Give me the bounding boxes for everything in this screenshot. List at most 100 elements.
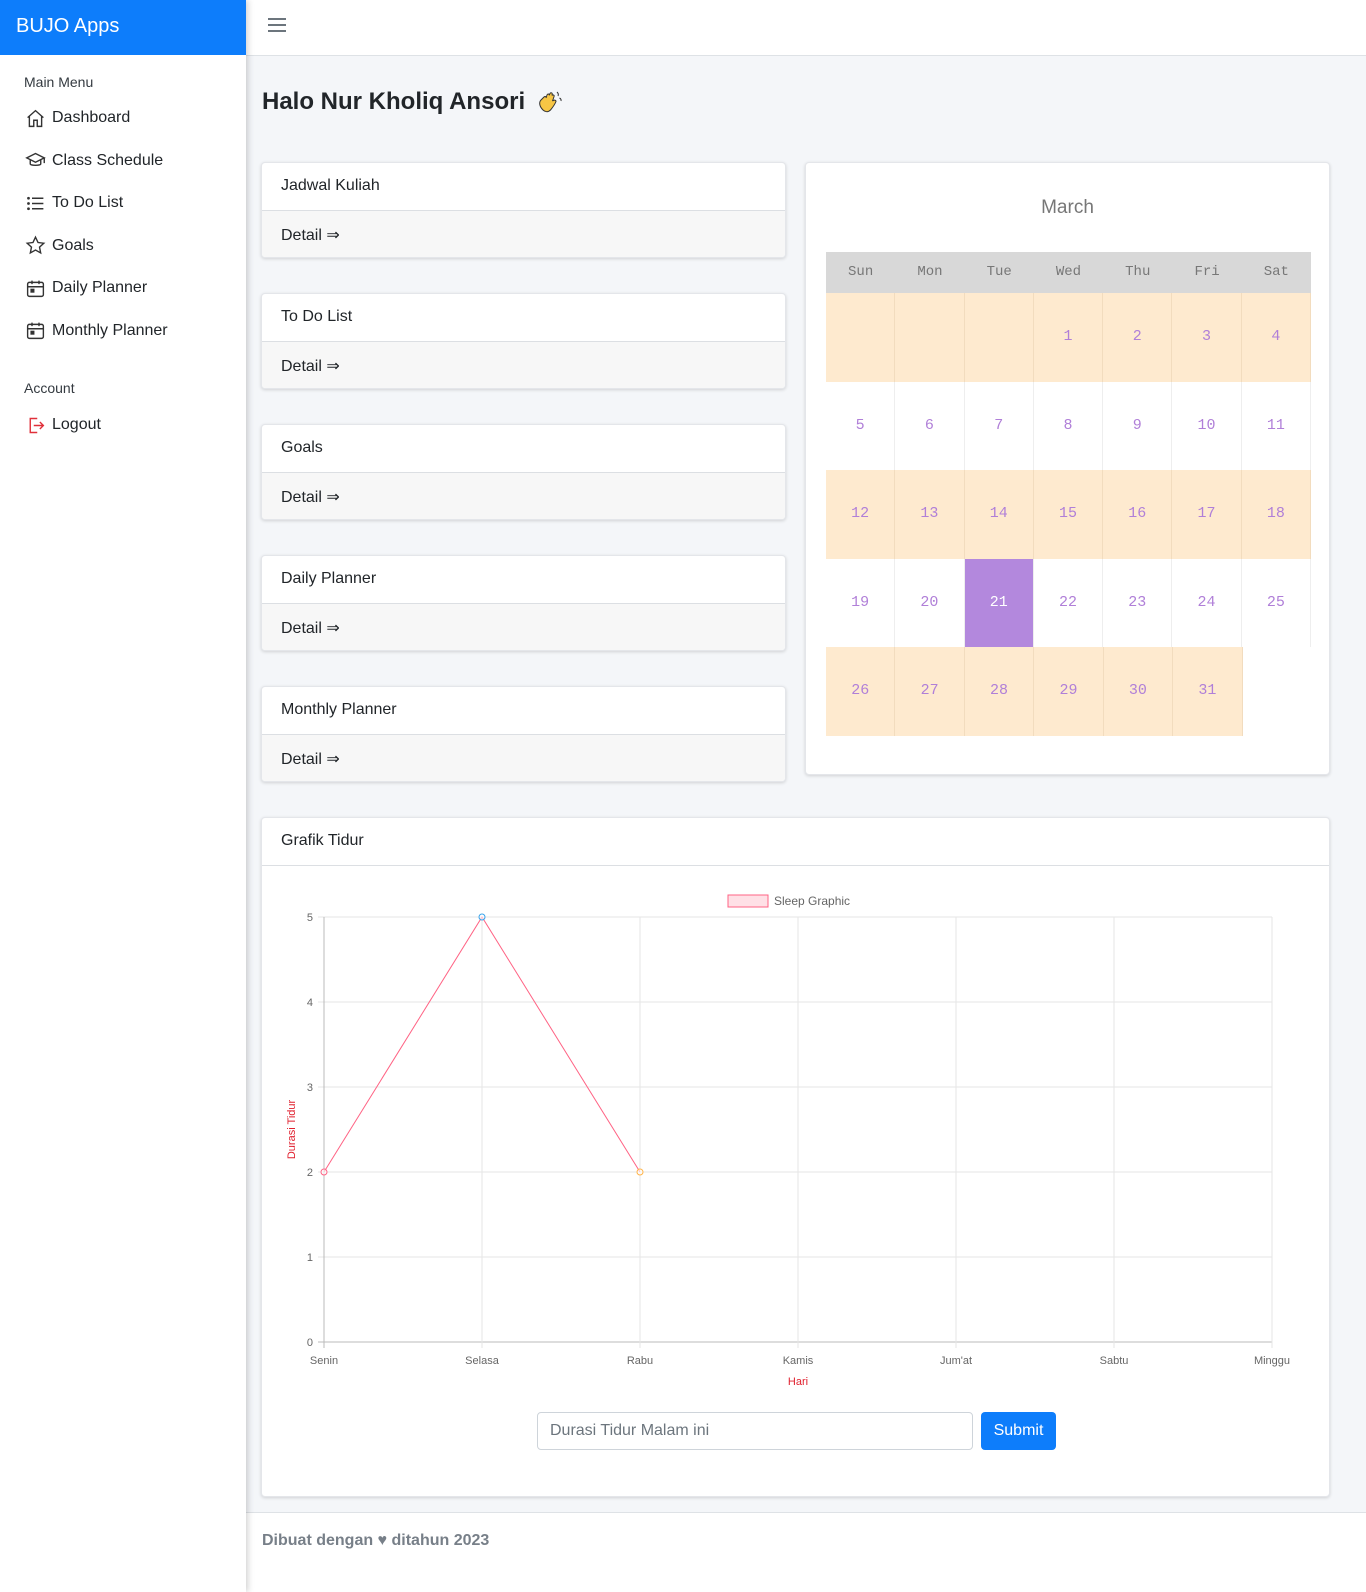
greeting-text: Halo Nur Kholiq Ansori	[262, 88, 526, 115]
calendar-day[interactable]	[895, 293, 965, 382]
data-point	[636, 1168, 644, 1176]
sidebar-item-label: Goals	[52, 236, 94, 254]
x-axis-title: Hari	[788, 1376, 808, 1388]
calendar-month: March	[1041, 197, 1094, 218]
brand-logo[interactable]: BUJO Apps	[0, 0, 246, 55]
sidebar-item-daily-planner[interactable]: Daily Planner	[0, 267, 246, 310]
sidebar-item-label: Class Schedule	[52, 151, 164, 169]
weekday-label: Mon	[917, 264, 943, 280]
calendar-day[interactable]: 14	[964, 470, 1034, 559]
x-tick-label: Rabu	[627, 1355, 653, 1367]
y-tick-label: 2	[307, 1167, 313, 1179]
calendar-day[interactable]	[826, 293, 896, 382]
calendar-day[interactable]: 5	[826, 381, 896, 471]
submit-button[interactable]: Submit	[981, 1412, 1056, 1450]
weekday-label: Tue	[986, 264, 1012, 280]
calendar-day[interactable]: 18	[1241, 470, 1311, 559]
calendar-day[interactable]: 8	[1034, 381, 1104, 471]
sidebar-item-monthly-planner[interactable]: Monthly Planner	[0, 310, 246, 353]
card-goals: Goals Detail ⇒	[261, 424, 786, 520]
calendar-day[interactable]: 2	[1103, 293, 1173, 382]
logout-icon	[24, 414, 46, 436]
x-tick-label: Minggu	[1254, 1355, 1290, 1367]
calendar-weekday-header: Sun Mon Tue Wed Thu Fri Sat	[826, 252, 1311, 293]
calendar-day[interactable]: 10	[1172, 381, 1242, 471]
sidebar-item-dashboard[interactable]: Dashboard	[0, 97, 246, 140]
data-point	[478, 913, 486, 921]
calendar-day[interactable]: 17	[1172, 470, 1242, 559]
card-title: Jadwal Kuliah	[262, 163, 785, 211]
calendar-week: 1 2 3 4	[826, 293, 1311, 382]
calendar-day[interactable]: 23	[1103, 558, 1173, 648]
x-tick-label: Kamis	[783, 1355, 814, 1367]
calendar-icon	[24, 320, 46, 342]
calendar-day[interactable]: 28	[964, 647, 1035, 736]
x-tick-label: Sabtu	[1100, 1355, 1129, 1367]
card-title: Monthly Planner	[262, 687, 785, 735]
calendar-day[interactable]: 27	[895, 647, 965, 736]
account-heading: Account	[24, 380, 75, 396]
card-title: To Do List	[262, 294, 785, 342]
card-monthly-planner: Monthly Planner Detail ⇒	[261, 686, 786, 782]
y-axis-title: Durasi Tidur	[286, 1100, 298, 1160]
detail-link[interactable]: Detail ⇒	[262, 342, 785, 388]
detail-link[interactable]: Detail ⇒	[262, 735, 785, 781]
hamburger-menu-icon[interactable]	[268, 18, 286, 36]
graduation-cap-icon	[24, 150, 46, 172]
calendar-week: 12 13 14 15 16 17 18	[826, 470, 1311, 559]
calendar-day[interactable]: 31	[1173, 647, 1243, 736]
calendar-day[interactable]: 9	[1103, 381, 1173, 471]
sidebar-item-label: Monthly Planner	[52, 321, 168, 339]
calendar-day[interactable]: 26	[826, 647, 896, 736]
calendar-day[interactable]: 22	[1034, 558, 1104, 648]
calendar-day	[1242, 647, 1311, 736]
weekday-label: Sun	[848, 264, 874, 280]
card-title: Daily Planner	[262, 556, 785, 604]
main-menu-heading: Main Menu	[24, 74, 94, 90]
calendar-day[interactable]: 1	[1033, 293, 1104, 382]
sidebar-item-goals[interactable]: Goals	[0, 225, 246, 268]
detail-link[interactable]: Detail ⇒	[262, 473, 785, 519]
calendar-day[interactable]: 12	[826, 470, 896, 559]
sidebar-item-to-do-list[interactable]: To Do List	[0, 182, 246, 225]
sidebar-item-class-schedule[interactable]: Class Schedule	[0, 140, 246, 183]
sleep-duration-input[interactable]	[537, 1412, 973, 1450]
calendar-day[interactable]: 4	[1241, 293, 1311, 382]
x-tick-label: Jum'at	[940, 1355, 972, 1367]
calendar-day[interactable]: 19	[826, 558, 896, 648]
sidebar-item-label: Dashboard	[52, 109, 131, 127]
home-icon	[24, 107, 46, 129]
calendar-day-today[interactable]: 21	[964, 558, 1034, 648]
calendar-week: 26 27 28 29 30 31	[826, 647, 1311, 736]
calendar-day[interactable]: 11	[1242, 381, 1311, 471]
calendar-day[interactable]: 7	[965, 381, 1034, 471]
data-point	[320, 1168, 328, 1176]
detail-link[interactable]: Detail ⇒	[262, 211, 785, 257]
weekday-label: Sat	[1263, 264, 1289, 280]
calendar-icon	[24, 277, 46, 299]
calendar-day[interactable]: 29	[1034, 647, 1104, 736]
calendar-day[interactable]: 15	[1033, 470, 1104, 559]
waving-hand-icon	[539, 91, 562, 113]
sleep-chart-card: Grafik Tidur 0 1 2 3 4 5 Senin Selasa Rabu Kamis J…	[261, 817, 1330, 1497]
calendar-day[interactable]: 13	[895, 470, 965, 559]
calendar-day[interactable]: 24	[1172, 558, 1242, 648]
detail-link[interactable]: Detail ⇒	[262, 604, 785, 650]
sidebar-item-logout[interactable]: Logout	[0, 404, 246, 447]
star-icon	[24, 235, 46, 257]
weekday-label: Wed	[1055, 264, 1082, 280]
y-tick-label: 4	[307, 997, 313, 1009]
card-jadwal-kuliah: Jadwal Kuliah Detail ⇒	[261, 162, 786, 258]
calendar-day[interactable]: 30	[1103, 647, 1174, 736]
calendar-day[interactable]: 6	[895, 381, 965, 471]
calendar-day[interactable]: 16	[1103, 470, 1173, 559]
sidebar-item-label: To Do List	[52, 194, 124, 212]
calendar-card: March Sun Mon Tue Wed Thu Fri Sat 1 2 3 …	[805, 162, 1330, 775]
calendar-day[interactable]	[964, 293, 1034, 382]
calendar-day[interactable]: 25	[1242, 558, 1311, 648]
weekday-label: Fri	[1194, 264, 1220, 280]
card-daily-planner: Daily Planner Detail ⇒	[261, 555, 786, 651]
sidebar-item-label: Daily Planner	[52, 279, 148, 297]
calendar-day[interactable]: 20	[895, 558, 965, 648]
calendar-day[interactable]: 3	[1172, 293, 1242, 382]
